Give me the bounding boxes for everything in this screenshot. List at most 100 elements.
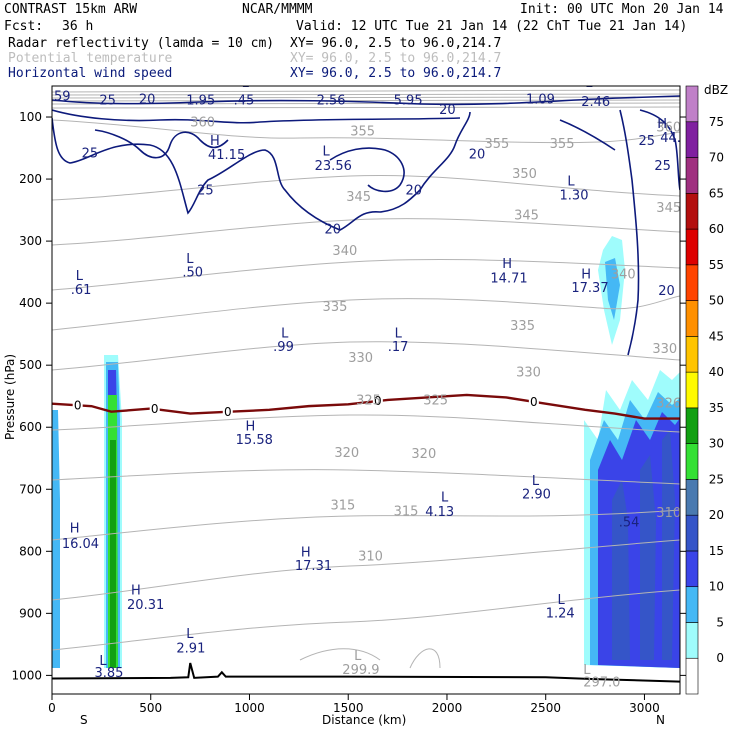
extremum-label: H xyxy=(131,584,141,599)
theta-label: 297.0 xyxy=(583,676,620,691)
extremum-label: H xyxy=(301,545,311,560)
theta-label: 345 xyxy=(656,201,681,216)
x-tick-label: 2500 xyxy=(530,701,561,715)
x-tick-label: 2000 xyxy=(432,701,463,715)
freezing-level-line xyxy=(52,393,680,420)
extremum-label: 4.13 xyxy=(425,505,454,520)
wind-speed-label: 23.56 xyxy=(315,159,352,174)
colorbar-swatch xyxy=(685,622,699,659)
theta-label: 355 xyxy=(484,137,509,152)
field-1-name: Radar reflectivity (lamda = 10 cm) xyxy=(8,36,274,51)
wind-speed-label: 1.30 xyxy=(560,189,589,204)
y-tick-label: 800 xyxy=(19,544,42,558)
end-label-south: S xyxy=(80,713,88,727)
theta-label: 355 xyxy=(350,125,375,140)
theta-labels: 360 355 355 355 360 350 345 345 345 340 340 335 335 3… xyxy=(190,115,681,691)
y-axis-title: Pressure (hPa) xyxy=(3,354,17,440)
wind-speed-contours xyxy=(52,95,680,356)
colorbar-level-label: 20 xyxy=(709,508,724,522)
extremum-label: .54 xyxy=(619,515,640,530)
colorbar-level-label: 0 xyxy=(716,651,724,665)
theta-label: L xyxy=(583,663,591,678)
colorbar-swatch xyxy=(685,479,699,516)
colorbar-level-label: 35 xyxy=(709,401,724,415)
theta-label: 299.9 xyxy=(342,663,379,678)
init-time: Init: 00 UTC Mon 20 Jan 14 xyxy=(520,2,724,17)
extremum-label: L xyxy=(186,252,194,267)
plot-area xyxy=(52,86,680,694)
colorbar-swatch xyxy=(685,514,699,552)
center-title: NCAR/MMMM xyxy=(242,2,313,17)
wind-speed-label: L xyxy=(567,174,575,189)
freezing-label-bg xyxy=(222,405,233,417)
colorbar-level-label: 40 xyxy=(709,365,724,379)
theta-label: 340 xyxy=(611,267,636,282)
extremum-label: L xyxy=(99,654,107,669)
wind-speed-label: 20 xyxy=(658,284,675,299)
wind-speed-label: 25 xyxy=(654,159,671,174)
extremum-label: H xyxy=(502,257,512,272)
extremum-label: 2.91 xyxy=(176,641,205,656)
colorbar-swatch xyxy=(685,407,699,444)
theta-label: 315 xyxy=(394,504,419,519)
colorbar-level-label: 5 xyxy=(716,615,724,629)
wind-speed-label: 59 xyxy=(54,89,71,104)
colorbar-level-label: 75 xyxy=(709,115,724,129)
colorbar-unit: dBZ xyxy=(704,83,728,97)
field-3-name: Horizontal wind speed xyxy=(8,66,172,81)
theta-label: 320 xyxy=(334,446,359,461)
theta-label: 355 xyxy=(550,137,575,152)
colorbar-swatch xyxy=(685,336,699,373)
freezing-label-bg xyxy=(72,399,83,411)
plot-frame xyxy=(51,85,681,695)
wind-speed-label: 20 xyxy=(325,223,342,238)
wind-speed-label: 2.46 xyxy=(581,95,610,110)
freezing-level-label: 0 xyxy=(374,394,382,408)
y-tick-label: 700 xyxy=(19,482,42,496)
freezing-label-bg xyxy=(372,395,383,407)
theta-label: 310 xyxy=(656,506,681,521)
freezing-level-label: 0 xyxy=(224,405,232,419)
extremum-label: 2.90 xyxy=(522,488,551,503)
extremum-label: .17 xyxy=(388,340,409,355)
model-title: CONTRAST 15km ARW xyxy=(4,2,137,17)
extremum-label: .61 xyxy=(71,283,92,298)
colorbar-swatch xyxy=(685,157,699,194)
wind-speed-label: 25 xyxy=(99,94,116,109)
colorbar-swatch xyxy=(685,657,699,695)
extremum-label: .99 xyxy=(273,340,294,355)
terrain-line xyxy=(52,662,680,683)
theta-label: 326 xyxy=(656,396,681,411)
y-tick-label: 100 xyxy=(19,110,42,124)
x-axis: 0 500 1000 1500 2000 2500 3000 xyxy=(48,694,660,715)
valid-time: Valid: 12 UTC Tue 21 Jan 14 (22 ChT Tue … xyxy=(296,19,687,34)
extremum-label: L xyxy=(76,269,84,284)
wind-speed-label: H xyxy=(657,117,667,132)
extremum-label: L xyxy=(532,474,540,489)
colorbar-swatch xyxy=(685,264,699,301)
wind-speed-label: L xyxy=(323,144,331,159)
theta-label: 340 xyxy=(332,244,357,259)
wind-speed-label: 25 xyxy=(197,184,214,199)
extremum-label: L xyxy=(441,491,449,506)
y-tick-label: 400 xyxy=(19,296,42,310)
y-tick-label: 200 xyxy=(19,172,42,186)
wind-speed-label: L xyxy=(242,76,250,91)
extremum-label: 1.24 xyxy=(546,607,575,622)
extremum-label: H xyxy=(581,267,591,282)
colorbar-level-label: 15 xyxy=(709,544,724,558)
wind-speed-label: 20 xyxy=(405,184,422,199)
extremum-label: .50 xyxy=(182,265,203,280)
field-2-xy: XY= 96.0, 2.5 to 96.0,214.7 xyxy=(290,51,501,66)
field-3-xy: XY= 96.0, 2.5 to 96.0,214.7 xyxy=(290,66,501,81)
freezing-level-label: 0 xyxy=(74,398,82,412)
extremum-label: 17.31 xyxy=(295,559,332,574)
colorbar-level-label: 45 xyxy=(709,329,724,343)
y-tick-label: 900 xyxy=(19,606,42,620)
theta-label: 315 xyxy=(330,499,355,514)
field-2-name: Potential temperature xyxy=(8,51,173,66)
fcst-value: 36 h xyxy=(62,19,93,34)
